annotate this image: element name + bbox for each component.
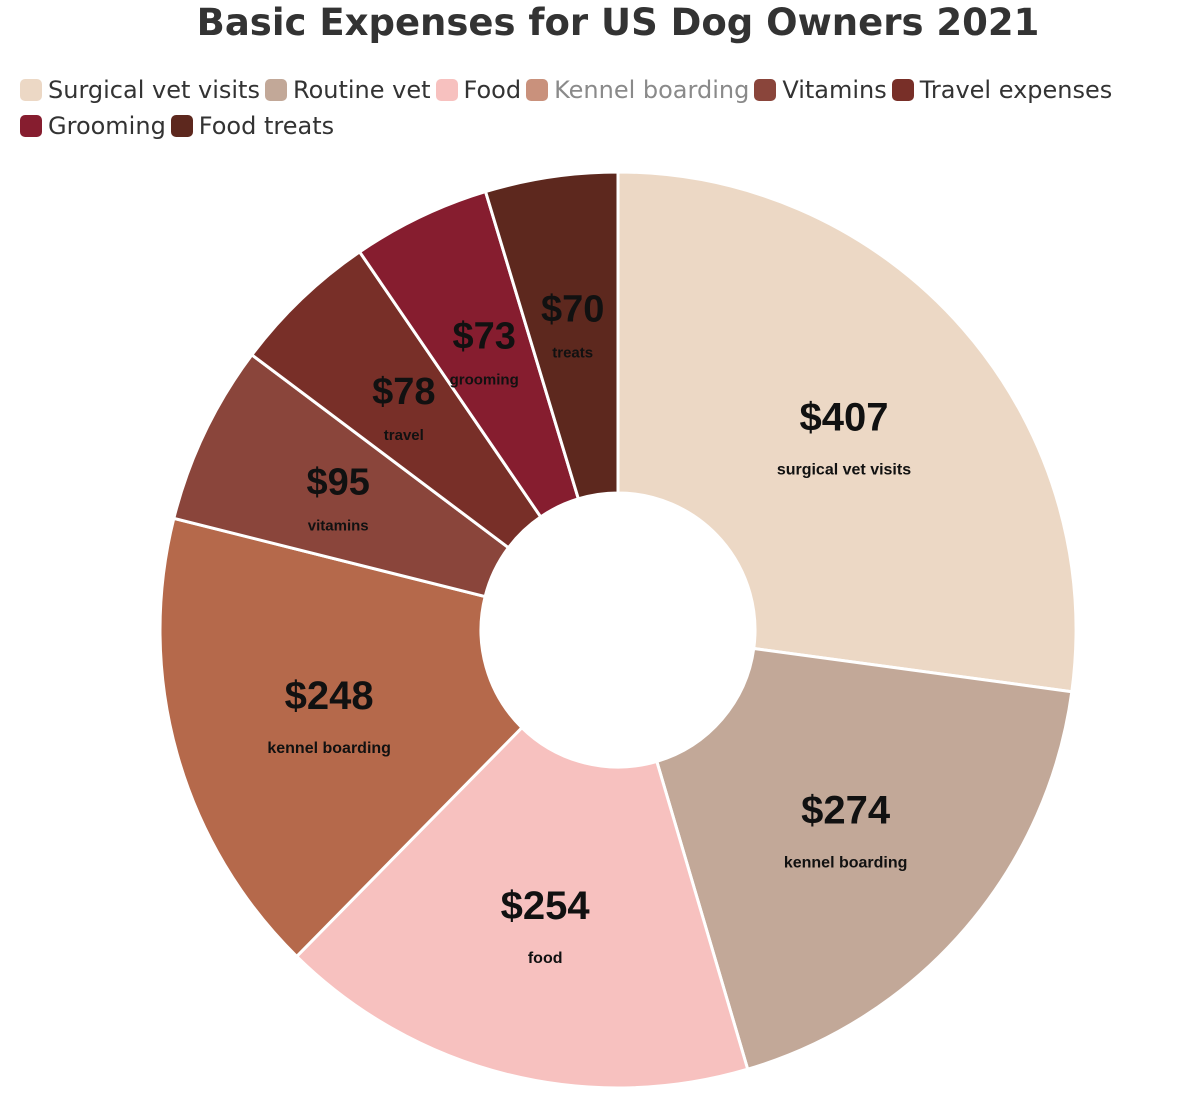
donut-slice[interactable]	[483, 170, 620, 501]
donut-slice[interactable]	[171, 352, 511, 599]
legend-label: Grooming	[48, 112, 166, 140]
legend-item[interactable]: Grooming	[20, 112, 166, 140]
legend-label: Surgical vet visits	[48, 76, 260, 104]
legend-item[interactable]: Surgical vet visits	[20, 76, 260, 104]
slice-value-label: $95	[307, 461, 370, 503]
donut-slice[interactable]	[654, 646, 1074, 1072]
slice-value-label: $254	[501, 884, 591, 928]
slice-name-label: kennel boarding	[784, 854, 908, 871]
legend-label: Kennel boarding	[554, 76, 750, 104]
slice-value-label: $407	[799, 396, 888, 440]
legend-item[interactable]: Food	[435, 76, 522, 104]
legend: Surgical vet visits Routine vet Food Kennel…	[20, 76, 1160, 140]
legend-swatch	[20, 115, 42, 137]
legend-swatch	[435, 79, 458, 101]
slice-name-label: grooming	[450, 371, 519, 388]
slice-name-label: surgical vet visits	[777, 462, 911, 479]
legend-swatch	[20, 79, 42, 101]
legend-swatch	[264, 79, 287, 101]
legend-item[interactable]: Vitamins	[754, 76, 887, 104]
legend-item[interactable]: Travel expenses	[891, 76, 1113, 104]
slice-name-label: food	[528, 950, 563, 967]
legend-label: Food treats	[198, 112, 335, 140]
slice-value-label: $78	[372, 371, 435, 413]
legend-swatch	[526, 79, 549, 101]
legend-item[interactable]: Kennel boarding	[526, 76, 749, 104]
slice-value-label: $274	[801, 788, 891, 832]
donut-slice[interactable]	[294, 725, 750, 1090]
legend-label: Vitamins	[782, 76, 887, 104]
legend-label: Food	[463, 76, 522, 104]
legend-swatch	[754, 79, 777, 101]
chart-title: Basic Expenses for US Dog Owners 2021	[196, 1, 1040, 44]
slice-name-label: travel	[384, 427, 424, 444]
legend-item[interactable]: Routine vet	[264, 76, 431, 104]
legend-label: Routine vet	[292, 76, 431, 104]
legend-item[interactable]: Food treats	[170, 112, 335, 140]
legend-label: Travel expenses	[919, 76, 1113, 104]
slice-name-label: vitamins	[308, 517, 369, 534]
slice-value-label: $248	[285, 674, 374, 718]
slice-name-label: treats	[552, 344, 593, 361]
slice-name-label: kennel boarding	[267, 740, 391, 757]
donut-slice[interactable]	[616, 170, 1078, 694]
legend-swatch	[170, 115, 193, 137]
donut-slice[interactable]	[158, 516, 525, 959]
legend-swatch	[891, 79, 914, 101]
slice-value-label: $73	[452, 315, 515, 357]
slice-value-label: $70	[541, 288, 604, 330]
